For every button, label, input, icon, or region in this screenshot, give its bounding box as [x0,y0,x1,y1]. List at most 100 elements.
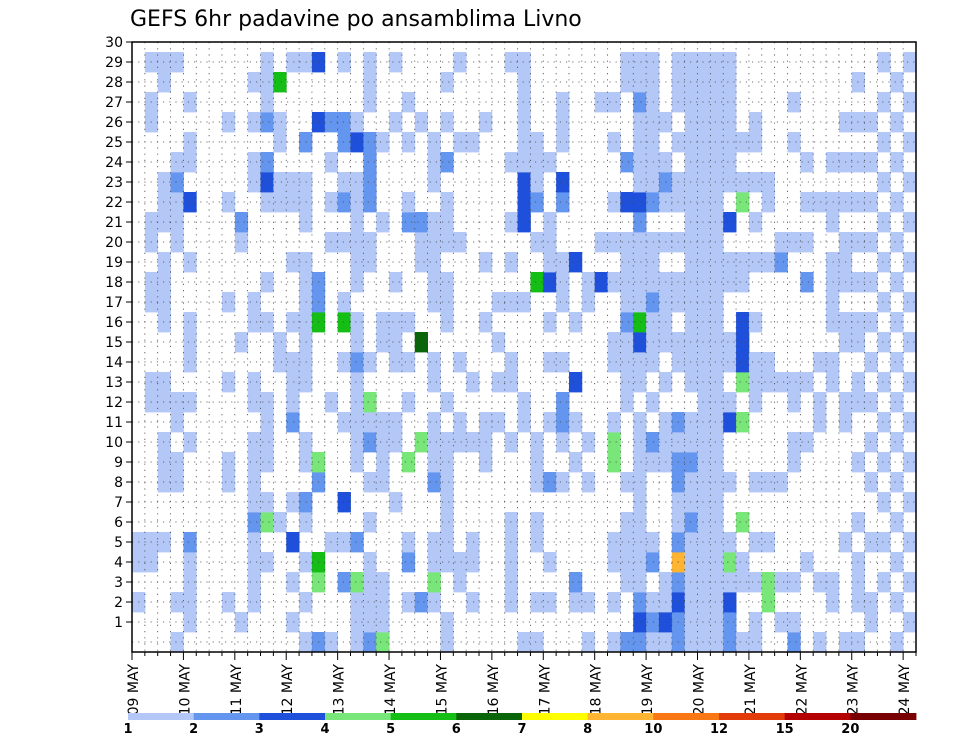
precip-cell [736,412,750,433]
precip-cell [376,312,390,333]
precip-cell [761,532,776,553]
precip-cell [427,532,441,553]
x-tick-label: 21 MAY [743,664,759,716]
precip-cell [620,52,634,73]
precip-cell [890,512,904,533]
precip-cell [684,272,698,293]
precip-cell [864,232,878,253]
precip-cell [877,252,891,273]
precip-cell [710,172,724,193]
precip-cell [157,472,171,493]
precip-cell [748,472,763,493]
y-tick-label: 21 [105,215,123,231]
legend-label: 6 [452,722,461,737]
precip-cell [247,432,261,453]
precip-cell [363,72,377,93]
precip-cell [748,212,763,233]
precip-cell [646,152,660,173]
precip-cell [723,552,737,573]
precip-cell [864,312,878,333]
x-tick-label: 22 MAY [794,664,810,716]
precip-cell [170,592,184,613]
precip-cell [800,152,814,173]
precip-cell [684,132,698,153]
legend-swatch [522,713,589,720]
precip-cell [581,432,596,453]
precip-cell [427,452,441,473]
precip-cell [646,252,660,273]
precip-cell [697,412,711,433]
precip-cell [620,72,634,93]
precip-cell [350,332,364,353]
precip-cell [864,392,878,413]
precip-cell [620,192,634,213]
precip-cell [761,252,776,273]
precip-cell [440,212,454,233]
precip-cell [646,232,660,253]
precip-cell [401,92,416,113]
precip-cell [466,132,480,153]
precip-cell [363,472,377,493]
precip-cell [710,432,724,453]
y-tick-label: 11 [105,415,123,431]
precip-cell [646,352,660,373]
precip-cell [697,352,711,373]
precip-cell [607,272,621,293]
precip-cell [427,272,441,293]
y-axis: 1234567891011121314151617181920212223242… [105,35,132,631]
precip-cell [427,552,441,573]
precip-cell [221,592,236,613]
precip-cell [401,392,416,413]
precip-cell [594,92,608,113]
precip-cell [376,472,390,493]
legend-label: 1 [123,722,132,737]
precip-cell [646,612,660,633]
precip-cell [684,552,698,573]
precip-cell [350,232,364,253]
precip-cell [247,292,261,313]
y-tick-label: 27 [105,95,123,111]
precip-cell [517,412,531,433]
precip-cell [363,512,377,533]
precip-cell [427,132,441,153]
precip-cell [620,572,634,593]
precip-cell [646,192,660,213]
precip-cell [710,132,724,153]
precip-cell [723,72,737,93]
precip-cell [247,532,261,553]
precip-cell [787,92,801,113]
precip-cell [414,212,428,233]
precip-cell [646,632,660,653]
precip-cell [427,372,441,393]
precip-cell [221,372,236,393]
precip-cell [260,312,274,333]
precip-cell [723,592,737,613]
precip-cell [646,552,660,573]
heatmap-cells [132,52,917,653]
precip-cell [748,172,763,193]
precip-cell [877,412,891,433]
precip-cell [761,592,776,613]
precip-cell [286,192,300,213]
precip-cell [633,212,647,233]
precip-cell [633,592,647,613]
precip-cell [363,92,377,113]
precip-cell [427,152,441,173]
precip-cell [620,312,634,333]
precip-cell [286,492,300,513]
precip-cell [440,292,454,313]
precip-cell [697,92,711,113]
legend-swatch [193,713,260,720]
precip-cell [517,52,531,73]
precip-cell [890,192,904,213]
precip-cell [170,52,184,73]
precip-cell [903,572,917,593]
precip-cell [440,492,454,513]
precip-cell [723,152,737,173]
precip-cell [350,572,364,593]
y-tick-label: 13 [105,375,123,391]
x-tick-label: 19 MAY [640,664,656,716]
precip-cell [877,572,891,593]
precip-cell [556,292,570,313]
precip-cell [710,352,724,373]
